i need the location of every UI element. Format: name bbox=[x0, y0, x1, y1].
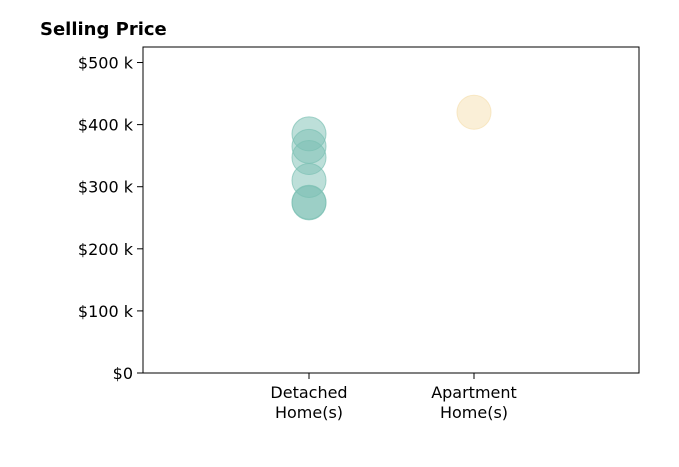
y-axis: $0 $100 k $200 k $300 k $400 k $500 k bbox=[78, 54, 143, 383]
plot-frame bbox=[142, 46, 640, 374]
x-tick-label: Apartment Home(s) bbox=[431, 383, 517, 422]
y-tick-label: $0 bbox=[113, 364, 133, 383]
x-tick-label: Detached Home(s) bbox=[270, 383, 347, 422]
chart-title: Selling Price bbox=[40, 19, 167, 40]
y-tick-label: $300 k bbox=[78, 178, 134, 197]
y-tick-label: $200 k bbox=[78, 240, 134, 259]
data-points bbox=[291, 94, 492, 221]
data-point bbox=[456, 94, 492, 130]
y-tick-label: $400 k bbox=[78, 116, 134, 135]
data-point bbox=[291, 185, 327, 221]
y-tick-label: $100 k bbox=[78, 302, 134, 321]
x-axis: Detached Home(s) Apartment Home(s) bbox=[270, 373, 517, 422]
y-tick-label: $500 k bbox=[78, 54, 134, 73]
